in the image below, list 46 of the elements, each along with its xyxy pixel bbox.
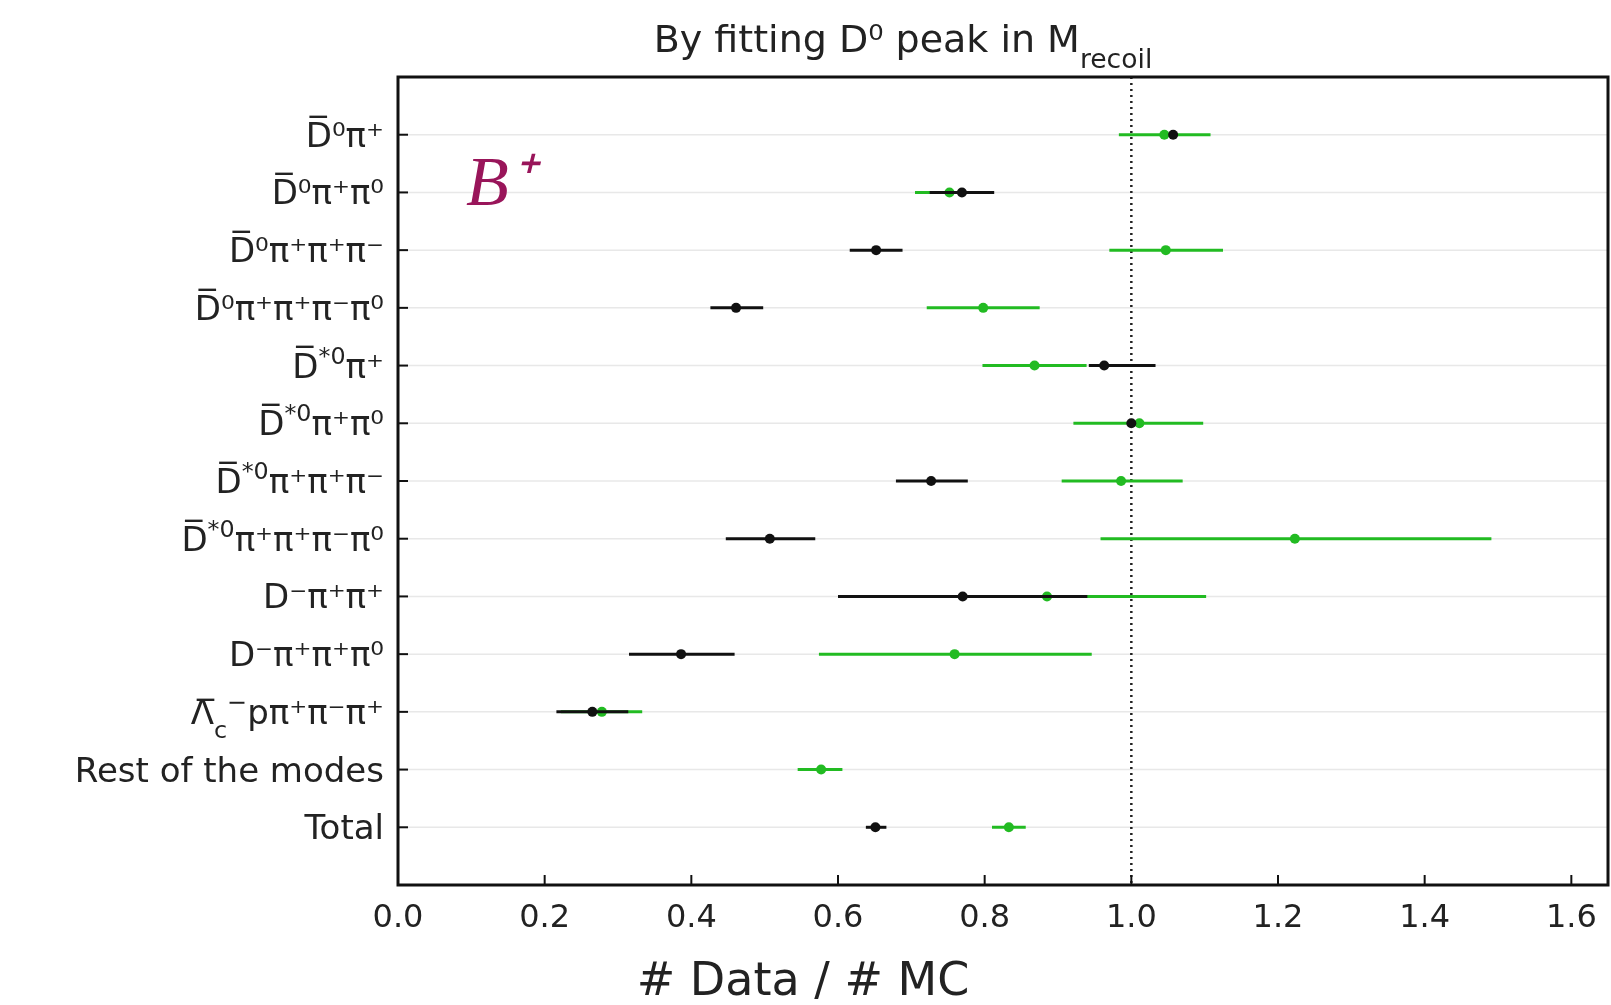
x-tick-label: 0.0 — [372, 897, 424, 935]
y-tick-label: D̅⁰π⁺ — [305, 114, 384, 155]
y-tick-label: D⁻π⁺π⁺π⁰ — [228, 634, 384, 675]
point — [764, 533, 775, 544]
point — [1003, 822, 1014, 833]
y-tick-label: D̅$^{*0}$π⁺π⁰ — [258, 399, 384, 444]
point — [816, 764, 827, 775]
x-tick-label: 0.4 — [665, 897, 717, 935]
point — [1160, 245, 1171, 256]
y-tick-label: D̅⁰π⁺π⁺π⁻ — [228, 229, 384, 271]
point — [926, 476, 937, 486]
y-tick-label: Total — [303, 807, 384, 848]
x-tick-label: 0.6 — [812, 897, 864, 935]
point — [871, 245, 882, 256]
point — [1159, 129, 1170, 140]
x-tick-label: 0.8 — [959, 897, 1011, 935]
point — [1099, 360, 1110, 371]
point — [587, 706, 598, 717]
point — [731, 302, 742, 313]
x-tick-label: 1.6 — [1545, 897, 1597, 935]
y-tick-label: D̅⁰π⁺π⁰ — [271, 172, 384, 213]
point — [957, 591, 968, 602]
y-tick-label: D̅$^{*0}$π⁺ — [292, 341, 384, 386]
y-tick-label: D̅⁰π⁺π⁺π⁻π⁰ — [194, 287, 384, 328]
y-tick-label: Λ̅$_{c}$$^{−}$pπ⁺π⁻π⁺ — [190, 687, 384, 744]
chart-title: By fitting D⁰ peak in M$_{recoil}$ — [653, 17, 1153, 74]
x-tick-label: 1.2 — [1252, 897, 1304, 935]
y-tick-label: D⁻π⁺π⁺ — [263, 576, 384, 617]
point — [676, 649, 687, 660]
point — [1126, 418, 1137, 429]
point — [956, 187, 967, 198]
point — [1029, 360, 1040, 371]
x-tick-label: 0.2 — [519, 897, 571, 935]
annotation: B⁺ — [466, 143, 542, 220]
x-axis-title: # Data / # MC — [636, 952, 970, 1005]
x-tick-label: 1.4 — [1399, 897, 1451, 935]
point — [978, 302, 989, 313]
point — [1168, 129, 1179, 140]
y-tick-label: D̅$^{*0}$π⁺π⁺π⁻π⁰ — [181, 514, 384, 559]
point — [1289, 533, 1300, 544]
point — [870, 822, 881, 833]
y-tick-label: Rest of the modes — [74, 749, 384, 790]
y-tick-label: D̅$^{*0}$π⁺π⁺π⁻ — [215, 457, 384, 501]
point — [1116, 476, 1127, 486]
x-tick-label: 1.0 — [1105, 897, 1157, 935]
point — [949, 649, 960, 660]
